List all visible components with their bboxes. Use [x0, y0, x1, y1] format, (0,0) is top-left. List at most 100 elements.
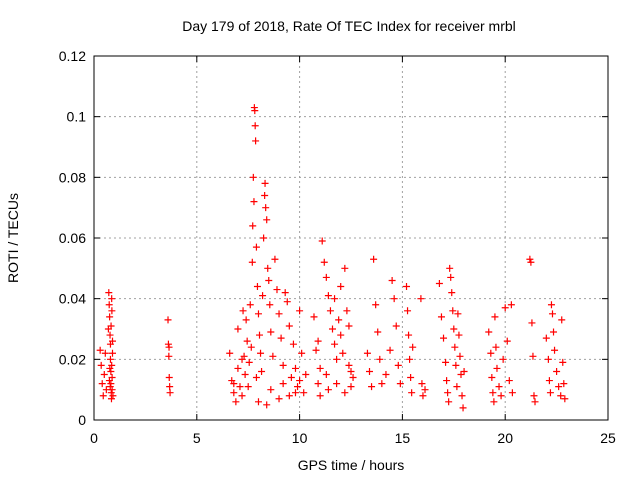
data-point: [560, 380, 568, 388]
data-point: [343, 307, 351, 315]
data-point: [418, 380, 426, 388]
x-tick-label: 15: [395, 430, 411, 446]
data-point: [243, 337, 251, 345]
data-point: [239, 307, 247, 315]
data-point: [529, 352, 537, 360]
data-point: [527, 258, 535, 266]
data-point: [507, 301, 515, 309]
data-point: [349, 374, 357, 382]
grid-lines: [94, 56, 608, 420]
data-point: [505, 377, 513, 385]
data-point: [341, 264, 349, 272]
chart-title: Day 179 of 2018, Rate Of TEC Index for r…: [182, 18, 516, 34]
data-point: [453, 383, 461, 391]
data-point: [264, 264, 272, 272]
data-point: [165, 352, 173, 360]
data-point: [320, 258, 328, 266]
data-point: [166, 383, 174, 391]
data-point: [249, 222, 257, 230]
data-point: [267, 328, 275, 336]
data-point: [555, 383, 563, 391]
data-point: [107, 380, 115, 388]
data-point: [109, 392, 117, 400]
data-point: [366, 367, 374, 375]
data-point: [285, 392, 293, 400]
data-point: [559, 358, 567, 366]
data-point: [254, 398, 262, 406]
data-point: [238, 392, 246, 400]
data-point: [318, 237, 326, 245]
data-point: [312, 346, 320, 354]
data-point: [287, 374, 295, 382]
data-point: [333, 355, 341, 363]
data-point: [279, 380, 287, 388]
data-point: [508, 389, 516, 397]
data-point: [347, 367, 355, 375]
y-tick-label: 0.08: [59, 169, 86, 185]
data-point: [310, 313, 318, 321]
data-point: [261, 179, 269, 187]
data-point: [442, 358, 450, 366]
data-point: [337, 283, 345, 291]
x-tick-label: 0: [90, 430, 98, 446]
data-point: [252, 137, 260, 145]
data-point: [275, 310, 283, 318]
data-point: [492, 343, 500, 351]
data-point: [337, 331, 345, 339]
data-point: [106, 364, 114, 372]
data-point: [107, 322, 115, 330]
y-tick-label: 0.06: [59, 230, 86, 246]
data-point: [109, 337, 117, 345]
data-point: [454, 310, 462, 318]
data-point: [316, 392, 324, 400]
x-tick-label: 25: [600, 430, 616, 446]
data-point: [335, 316, 343, 324]
data-point: [281, 289, 289, 297]
data-point: [245, 358, 253, 366]
data-point: [544, 355, 552, 363]
data-point: [252, 243, 260, 251]
data-point: [296, 307, 304, 315]
x-tick-label: 20: [497, 430, 513, 446]
data-point: [251, 107, 259, 115]
data-point: [106, 331, 114, 339]
data-point: [324, 386, 332, 394]
data-point: [404, 307, 412, 315]
data-point: [386, 346, 394, 354]
data-points: [96, 104, 569, 412]
data-point: [440, 334, 448, 342]
data-point: [419, 392, 427, 400]
data-point: [455, 331, 463, 339]
y-tick-label: 0.02: [59, 351, 86, 367]
data-point: [277, 334, 285, 342]
data-point: [106, 355, 114, 363]
data-point: [528, 319, 536, 327]
data-point: [226, 349, 234, 357]
data-point: [165, 374, 173, 382]
data-point: [259, 292, 267, 300]
data-point: [262, 204, 270, 212]
data-point: [269, 352, 277, 360]
data-point: [109, 349, 117, 357]
data-point: [296, 377, 304, 385]
data-point: [98, 380, 106, 388]
data-point: [382, 371, 390, 378]
data-point: [331, 340, 339, 348]
data-point: [421, 386, 429, 394]
y-tick-label: 0.1: [67, 109, 87, 125]
data-point: [314, 380, 322, 388]
data-point: [238, 355, 246, 363]
data-point: [392, 322, 400, 330]
data-point: [256, 331, 264, 339]
data-point: [322, 273, 330, 281]
data-point: [294, 383, 302, 391]
data-point: [443, 377, 451, 385]
data-point: [551, 346, 559, 354]
data-point: [260, 234, 268, 242]
data-point: [230, 389, 238, 397]
data-point: [106, 383, 114, 391]
data-point: [328, 325, 336, 333]
data-point: [530, 392, 538, 400]
data-point: [275, 395, 283, 403]
